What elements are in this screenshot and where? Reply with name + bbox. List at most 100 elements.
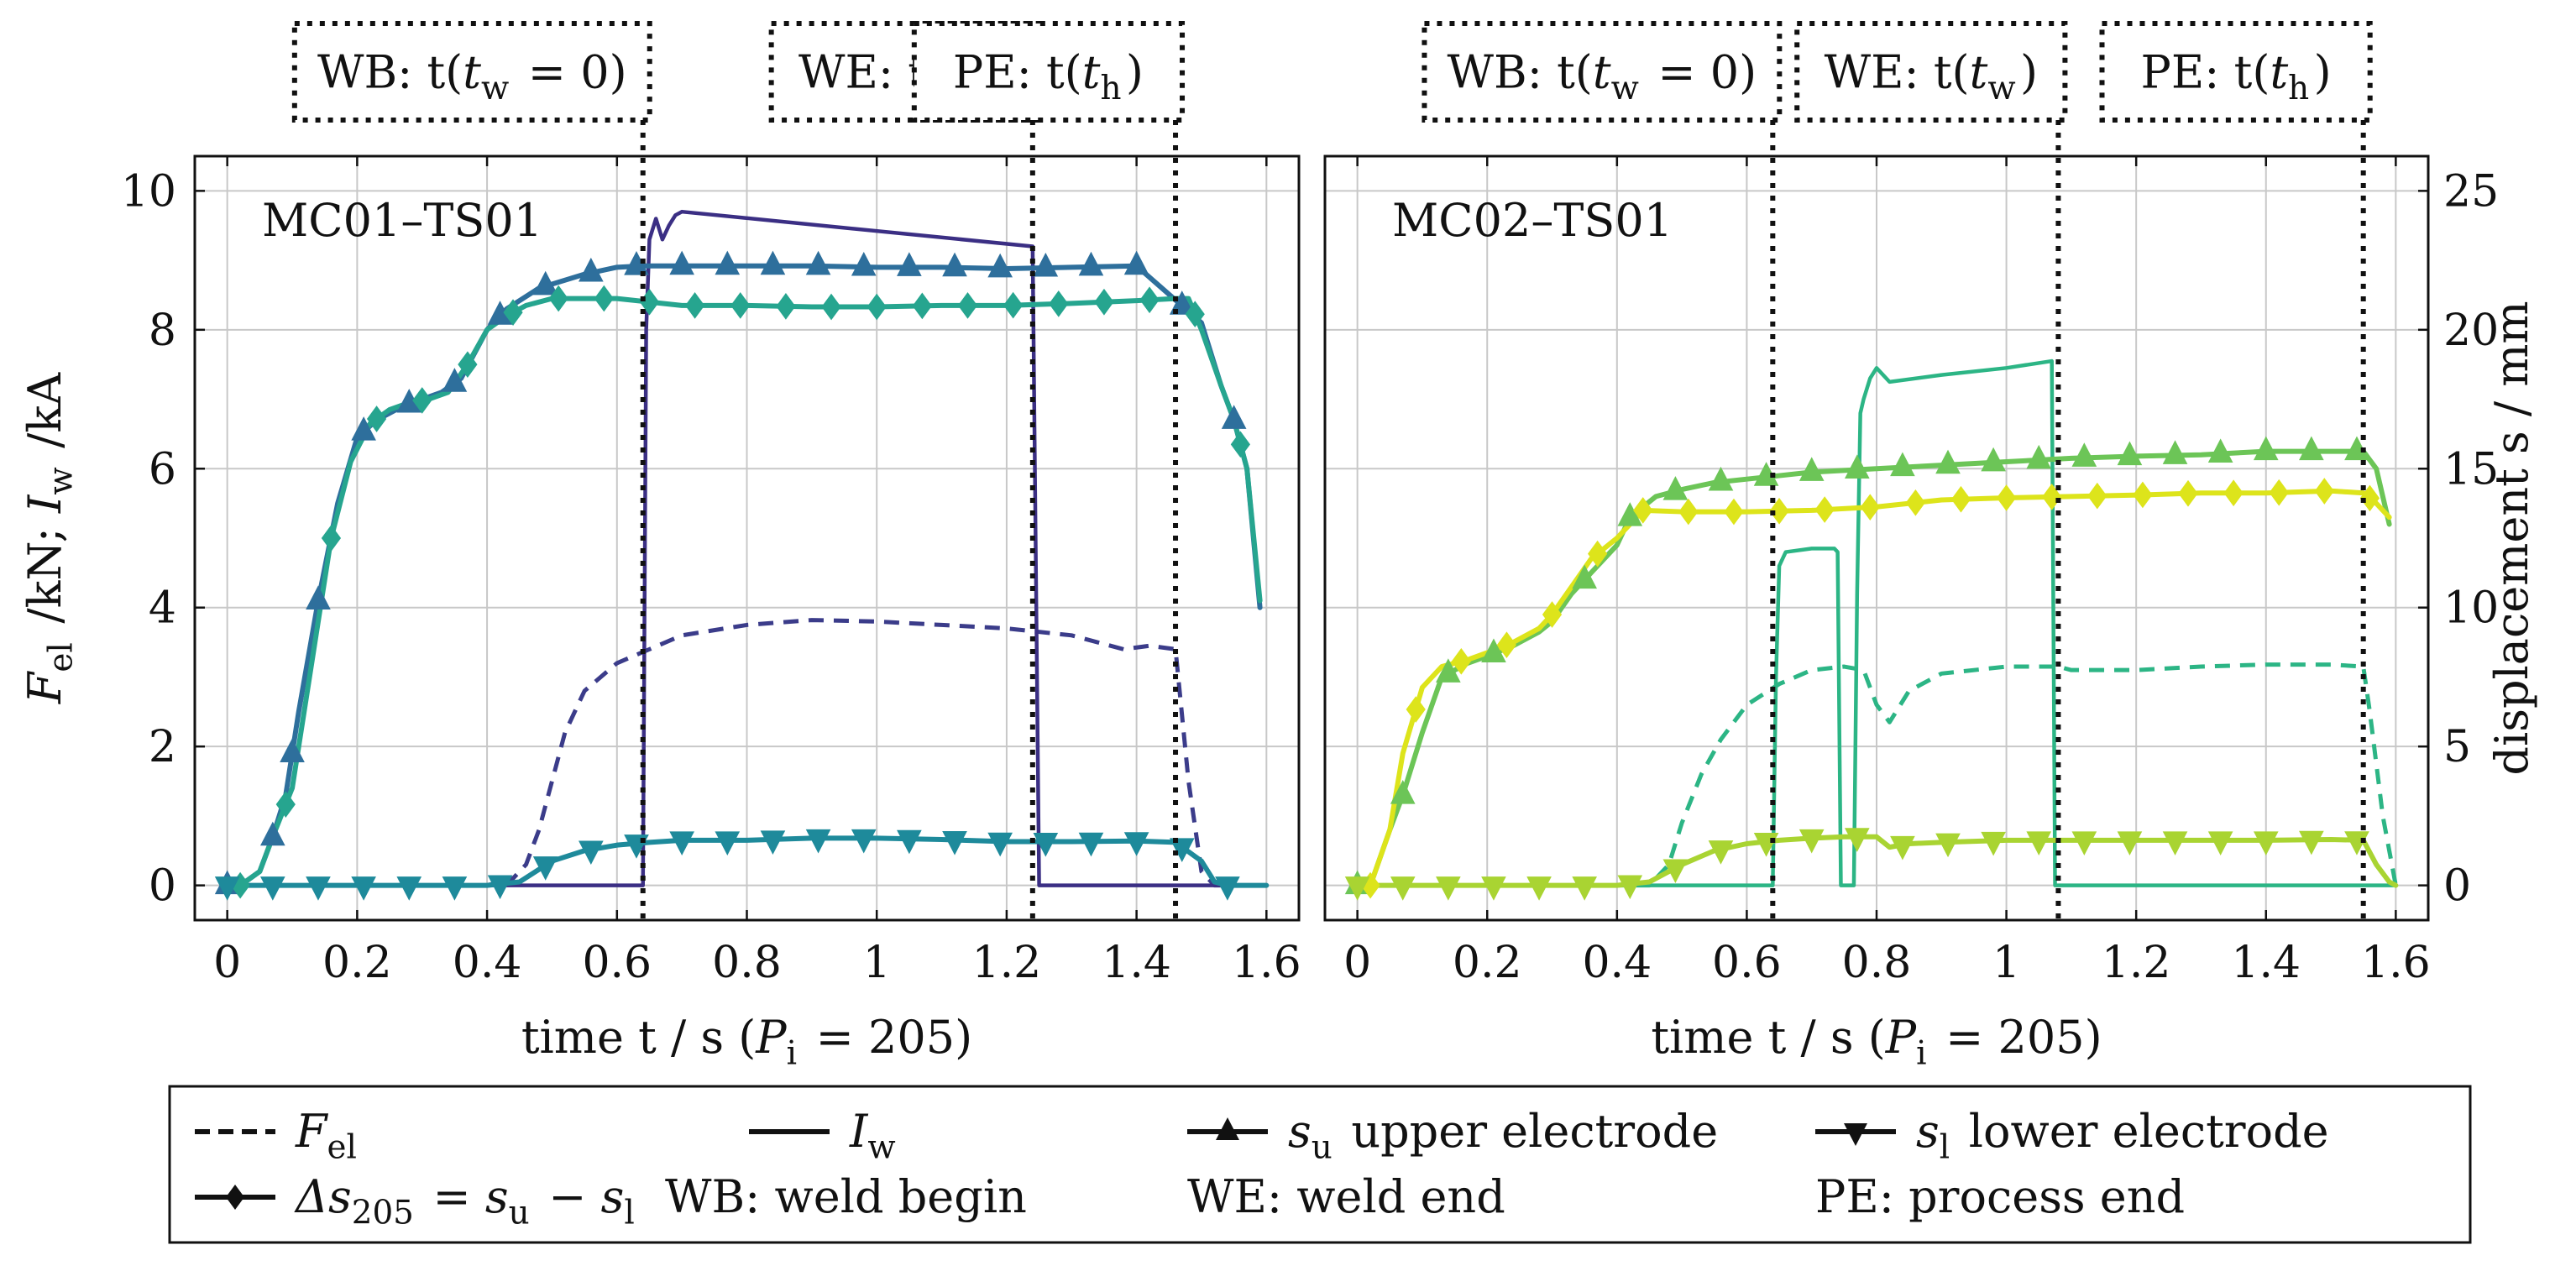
marker-s_u-14 [805, 250, 831, 275]
marker-Δs_205-22 [1230, 431, 1251, 458]
marker-s_u-20 [1078, 251, 1104, 276]
marker-s_l-14 [851, 829, 877, 854]
marker-s_l-19 [2207, 831, 2233, 855]
xtick-label-6: 1.2 [972, 938, 1042, 988]
xtick-label-6: 1.2 [2102, 938, 2171, 988]
marker-s_l-16 [2071, 831, 2097, 855]
marker-s_u-17 [942, 252, 967, 277]
marker-s_u-21 [1123, 250, 1149, 275]
marker-Δs_205-13 [821, 293, 841, 321]
marker-s_l-4 [396, 876, 422, 901]
marker-s_u-20 [2299, 436, 2324, 461]
marker-s_l-15 [897, 829, 922, 855]
marker-s_l-18 [1033, 833, 1059, 857]
xtick-label-5: 1 [1992, 938, 2020, 988]
panel-1: 0 0.2 0.4 0.6 0.8 1 1.2 1.4 1.6 0 2 4 6 8 10 MC01–TS01 t… [18, 21, 1301, 1073]
marker-Δs_205-13 [1950, 485, 1971, 513]
y-axis-label-right: displacement s / mm [2485, 301, 2538, 775]
legend-label-3: sl lower electrode [1916, 1105, 2329, 1167]
marker-Δs_205-16 [957, 292, 978, 319]
event-label-PE: PE: t(th ) [2141, 46, 2332, 108]
marker-s_l-21 [2299, 830, 2324, 855]
marker-s_u-9 [579, 257, 604, 282]
marker-s_l-20 [2253, 831, 2279, 855]
ytick-right-label-4: 20 [2443, 306, 2499, 356]
marker-s_u-7 [1708, 466, 1734, 491]
marker-s_l-10 [669, 831, 694, 855]
ytick-label-3: 6 [149, 444, 176, 494]
marker-s_l-0 [1344, 876, 1370, 901]
marker-s_u-14 [2026, 444, 2052, 469]
marker-s_u-13 [760, 250, 786, 275]
marker-s_u-1 [1390, 780, 1416, 804]
marker-Δs_205-6 [1633, 497, 1653, 524]
event-box-PE [911, 21, 1186, 123]
series-line-s_u [1354, 448, 2392, 888]
xtick-label-3: 0.6 [1712, 938, 1782, 988]
marker-Δs_205-10 [1814, 496, 1835, 523]
marker-s_l-10 [1798, 829, 1825, 854]
event-label-WB: WB: t(tw = 0) [1448, 46, 1757, 108]
marker-s_u-15 [2071, 442, 2097, 467]
marker-Δs_205-9 [1769, 497, 1789, 525]
ytick-right-label-1: 5 [2443, 722, 2471, 772]
marker-s_l-8 [579, 840, 604, 866]
marker-Δs_205-14 [1996, 484, 2017, 511]
marker-Δs_205-7 [1678, 498, 1699, 526]
marker-s_l-21 [1169, 838, 1195, 863]
marker-s_u-16 [897, 252, 922, 276]
xtick-label-7: 1.4 [1102, 938, 1171, 988]
legend-sample-Δs205 [195, 1185, 275, 1210]
marker-s_l-13 [1935, 833, 1961, 858]
marker-Δs_205-3 [366, 405, 387, 432]
x-axis-label: time t / s (Pi = 205) [1651, 1011, 2102, 1073]
xtick-label-8: 1.6 [2361, 938, 2431, 988]
xtick-label-3: 0.6 [582, 938, 652, 988]
x-axis-label: time t / s (Pi = 205) [521, 1011, 972, 1073]
marker-s_l-15 [2026, 831, 2052, 855]
marker-s_l-13 [805, 829, 831, 854]
marker-s_l-18 [2162, 831, 2188, 855]
marker-s_l-17 [2117, 831, 2143, 855]
marker-Δs_205-5 [458, 351, 478, 379]
series-line-I_w [1355, 358, 2398, 887]
ytick-label-5: 10 [121, 166, 176, 217]
marker-Δs_205-2 [1451, 647, 1471, 675]
xtick-label-4: 0.8 [712, 938, 782, 988]
marker-s_u-3 [1481, 638, 1506, 663]
marker-Δs_205-5 [1588, 540, 1608, 568]
marker-Δs_205-2 [321, 525, 342, 552]
marker-s_u-19 [2253, 436, 2279, 461]
marker-s_l-2 [1436, 876, 1461, 901]
legend-sample-sl [1815, 1123, 1896, 1146]
marker-s_l-3 [351, 876, 376, 901]
marker-s_l-19 [1078, 832, 1104, 857]
marker-s_u-4 [1572, 564, 1597, 589]
legend-note-1: WE: weld end [1187, 1170, 1505, 1223]
marker-s_l-8 [1708, 840, 1734, 865]
event-box-WB [291, 21, 652, 123]
xtick-label-0: 0 [213, 938, 241, 988]
marker-s_u-17 [2162, 440, 2188, 464]
marker-s_l-3 [1481, 876, 1506, 901]
legend-label-0: Fel [295, 1105, 361, 1167]
panel-title: MC02–TS01 [1392, 194, 1673, 247]
marker-s_l-17 [987, 832, 1013, 857]
marker-s_u-23 [1221, 405, 1247, 429]
marker-s_l-11 [715, 831, 741, 855]
marker-Δs_205-8 [1724, 498, 1744, 526]
marker-Δs_205-20 [2269, 479, 2289, 506]
marker-s_l-7 [1662, 859, 1689, 884]
marker-s_u-10 [1844, 454, 1870, 479]
marker-Δs_205-12 [776, 293, 796, 320]
marker-s_u-15 [851, 251, 877, 276]
ytick-label-4: 8 [149, 306, 176, 356]
marker-Δs_205-19 [1094, 288, 1114, 316]
marker-s_u-8 [532, 270, 558, 296]
marker-s_l-6 [487, 875, 513, 900]
marker-s_l-2 [306, 876, 331, 901]
panel-title: MC01–TS01 [262, 194, 542, 247]
marker-Δs_205-15 [2042, 484, 2062, 510]
marker-s_l-4 [1526, 876, 1552, 901]
